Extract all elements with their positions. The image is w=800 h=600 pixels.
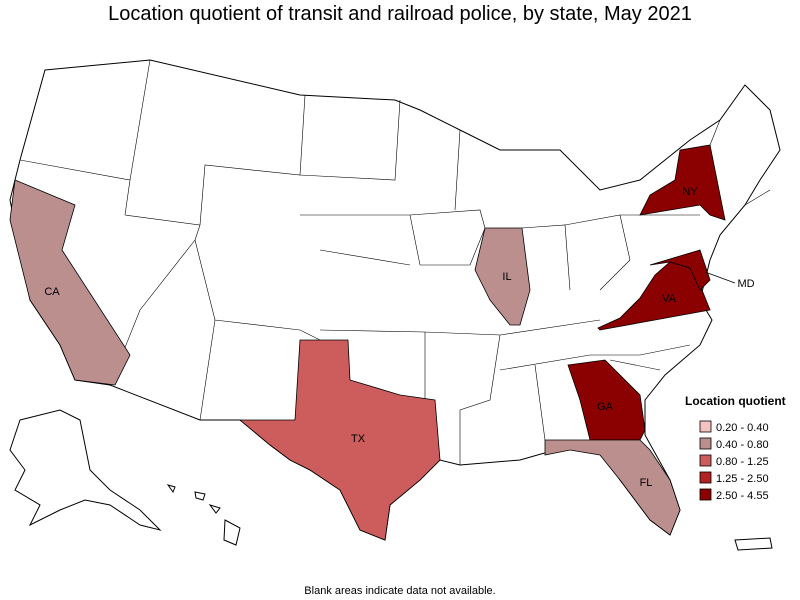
hawaii	[166, 484, 241, 546]
state-label: NY	[682, 186, 698, 198]
legend-label: 1.25 - 2.50	[716, 473, 769, 485]
legend-label: 0.20 - 0.40	[716, 422, 769, 434]
state-label: VA	[662, 293, 677, 305]
alaska	[9, 409, 162, 531]
title: Location quotient of transit and railroa…	[108, 3, 692, 25]
legend-title: Location quotient	[685, 394, 786, 408]
puerto-rico	[734, 537, 773, 551]
state-shape	[544, 439, 681, 536]
state-label: GA	[597, 401, 614, 413]
state-label: TX	[351, 433, 366, 445]
state-label: MD	[737, 278, 754, 290]
legend-label: 0.80 - 1.25	[716, 456, 769, 468]
state-shape	[639, 144, 726, 221]
state-label: CA	[44, 286, 60, 298]
state-shape	[238, 339, 441, 541]
legend-swatch	[699, 420, 712, 433]
state-label: IL	[502, 271, 511, 283]
legend-swatch	[699, 488, 712, 501]
legend-swatch	[699, 437, 712, 450]
legend: Location quotient 0.20 - 0.40 0.40 - 0.80…	[685, 394, 786, 502]
state-shape	[474, 227, 531, 326]
footnote: Blank areas indicate data not available.	[304, 585, 495, 597]
legend-swatch	[699, 454, 712, 467]
legend-label: 0.40 - 0.80	[716, 439, 769, 451]
state-label: FL	[640, 477, 653, 489]
state-borders	[19, 59, 771, 465]
states	[9, 144, 726, 541]
state-shape	[567, 359, 646, 441]
md-leader	[704, 271, 736, 284]
legend-swatch	[699, 471, 712, 484]
legend-label: 2.50 - 4.55	[716, 490, 769, 502]
state-shape	[9, 179, 131, 386]
state-shape	[649, 249, 711, 291]
